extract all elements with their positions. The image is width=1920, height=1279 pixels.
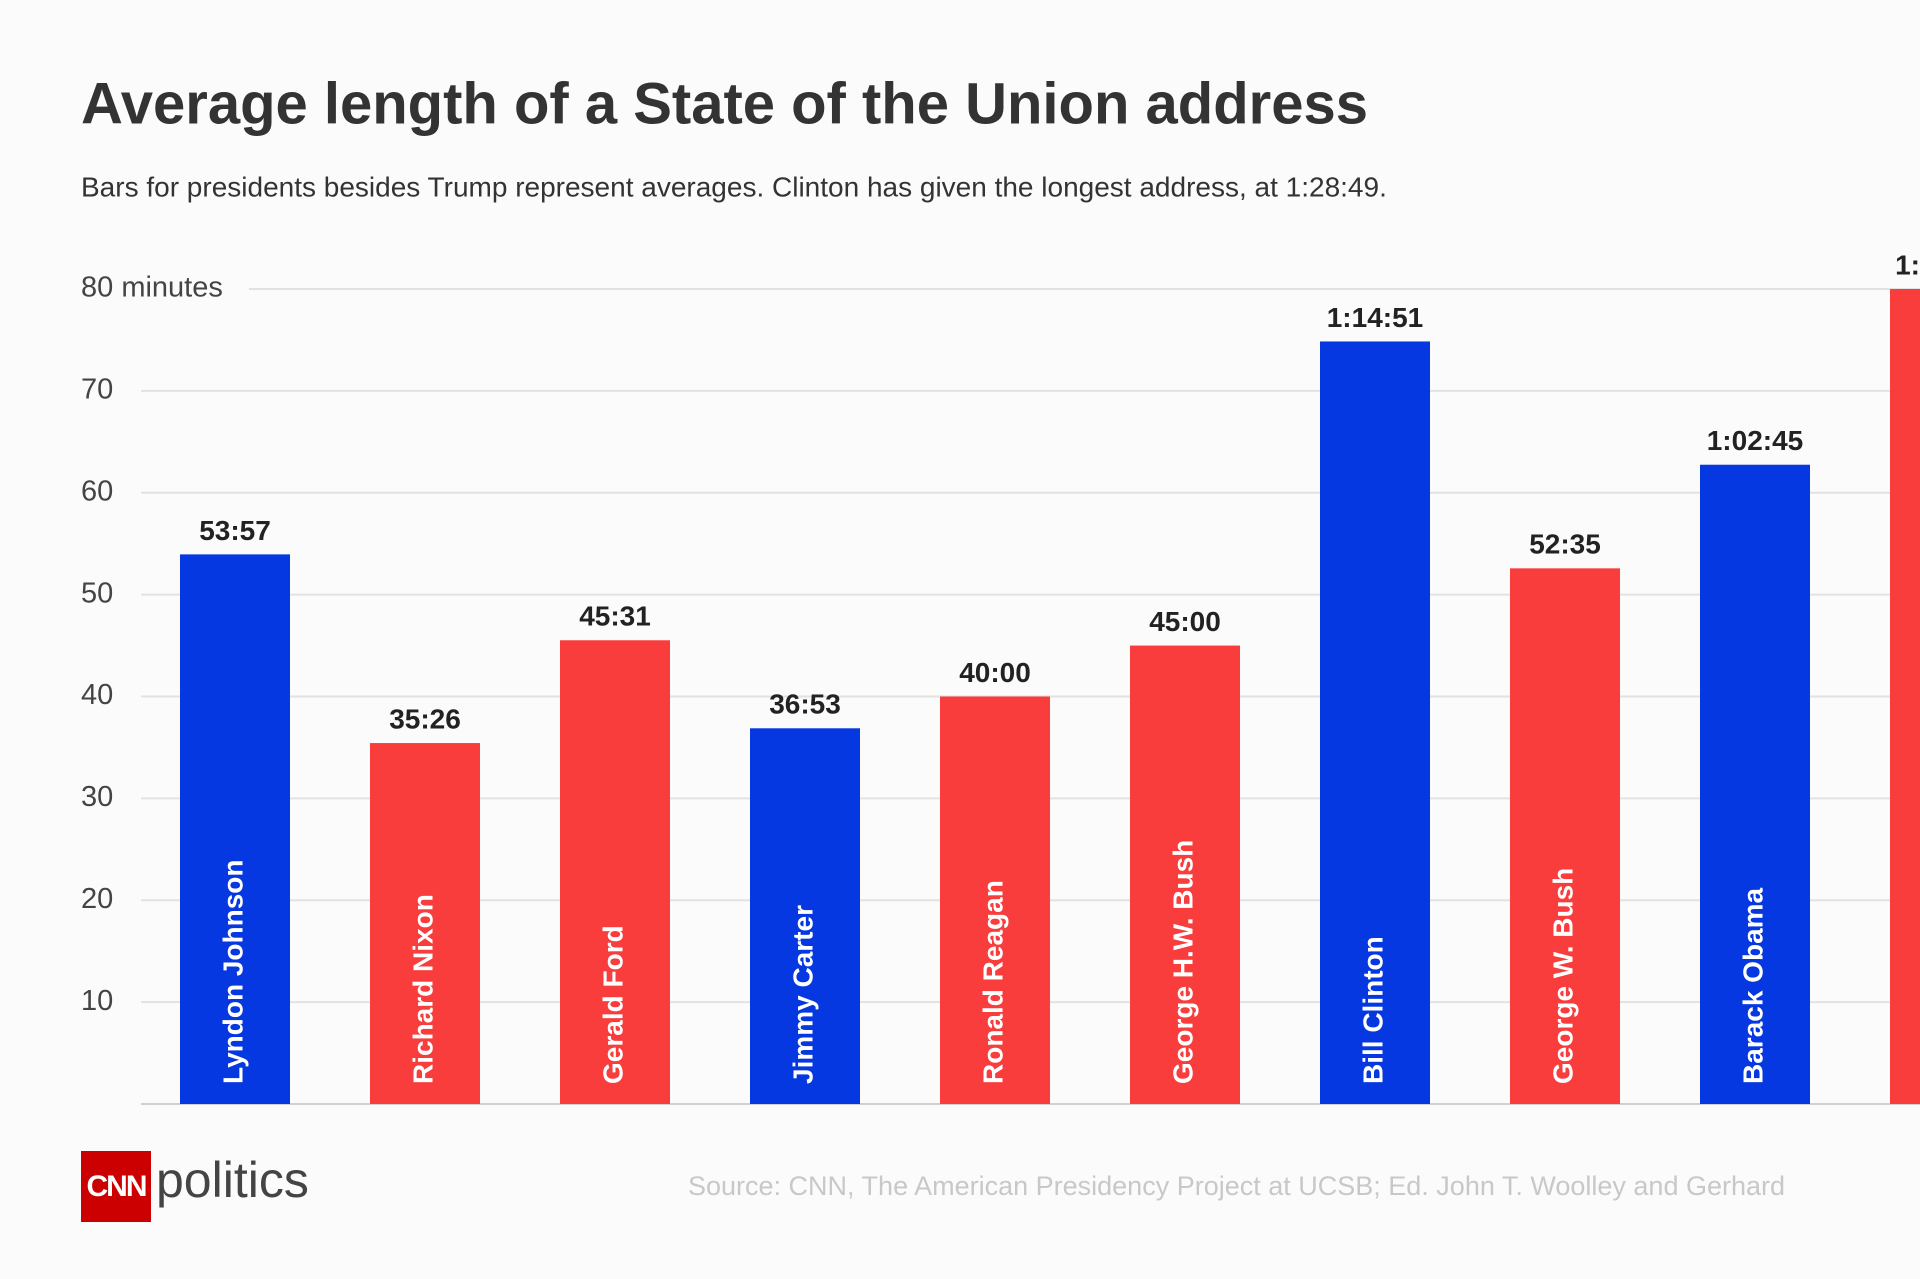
y-tick-label: 80 minutes [81, 272, 223, 304]
bar [560, 640, 670, 1104]
category-label: Gerald Ford [597, 925, 628, 1084]
bar [370, 743, 480, 1104]
category-label: Barack Obama [1737, 887, 1768, 1084]
bar [180, 554, 290, 1104]
value-label: 53:57 [199, 515, 271, 546]
chart-title: Average length of a State of the Union a… [81, 71, 1368, 136]
source: Source: CNN, The American Presidency Pro… [688, 1171, 1785, 1201]
y-tick-label: 30 [81, 781, 113, 813]
category-label: Lyndon Johnson [217, 860, 248, 1085]
chart-subtitle: Bars for presidents besides Trump repres… [81, 171, 1387, 202]
bar [1700, 464, 1810, 1104]
category-label: Richard Nixon [407, 894, 438, 1084]
value-label: 45:00 [1149, 606, 1221, 637]
logo-word: politics [156, 1152, 309, 1208]
value-label: 1:02:45 [1707, 425, 1804, 456]
category-label: George H.W. Bush [1167, 840, 1198, 1084]
value-label: 1:14:51 [1327, 302, 1424, 333]
y-tick-label: 40 [81, 679, 113, 711]
y-tick-label: 60 [81, 475, 113, 507]
y-tick-label: 10 [81, 985, 113, 1017]
logo-brand: CNN [87, 1170, 146, 1203]
value-label: 45:31 [579, 601, 651, 632]
category-label: Bill Clinton [1357, 936, 1388, 1084]
bar [1320, 341, 1430, 1104]
bar [940, 696, 1050, 1104]
bar [1130, 645, 1240, 1104]
value-label: 52:35 [1529, 529, 1601, 560]
bar [750, 728, 860, 1104]
bar [1510, 568, 1620, 1104]
bar [1890, 289, 1920, 1104]
value-label: 35:26 [389, 703, 461, 734]
value-label: 40:00 [959, 657, 1031, 688]
y-tick-label: 50 [81, 577, 113, 609]
category-label: George W. Bush [1547, 868, 1578, 1084]
value-label: 1: [1895, 249, 1920, 280]
category-label: Jimmy Carter [787, 905, 818, 1084]
y-tick-label: 20 [81, 883, 113, 915]
value-label: 36:53 [769, 689, 841, 720]
logo-box [81, 1151, 151, 1222]
category-label: Ronald Reagan [977, 880, 1008, 1084]
y-tick-label: 70 [81, 374, 113, 406]
